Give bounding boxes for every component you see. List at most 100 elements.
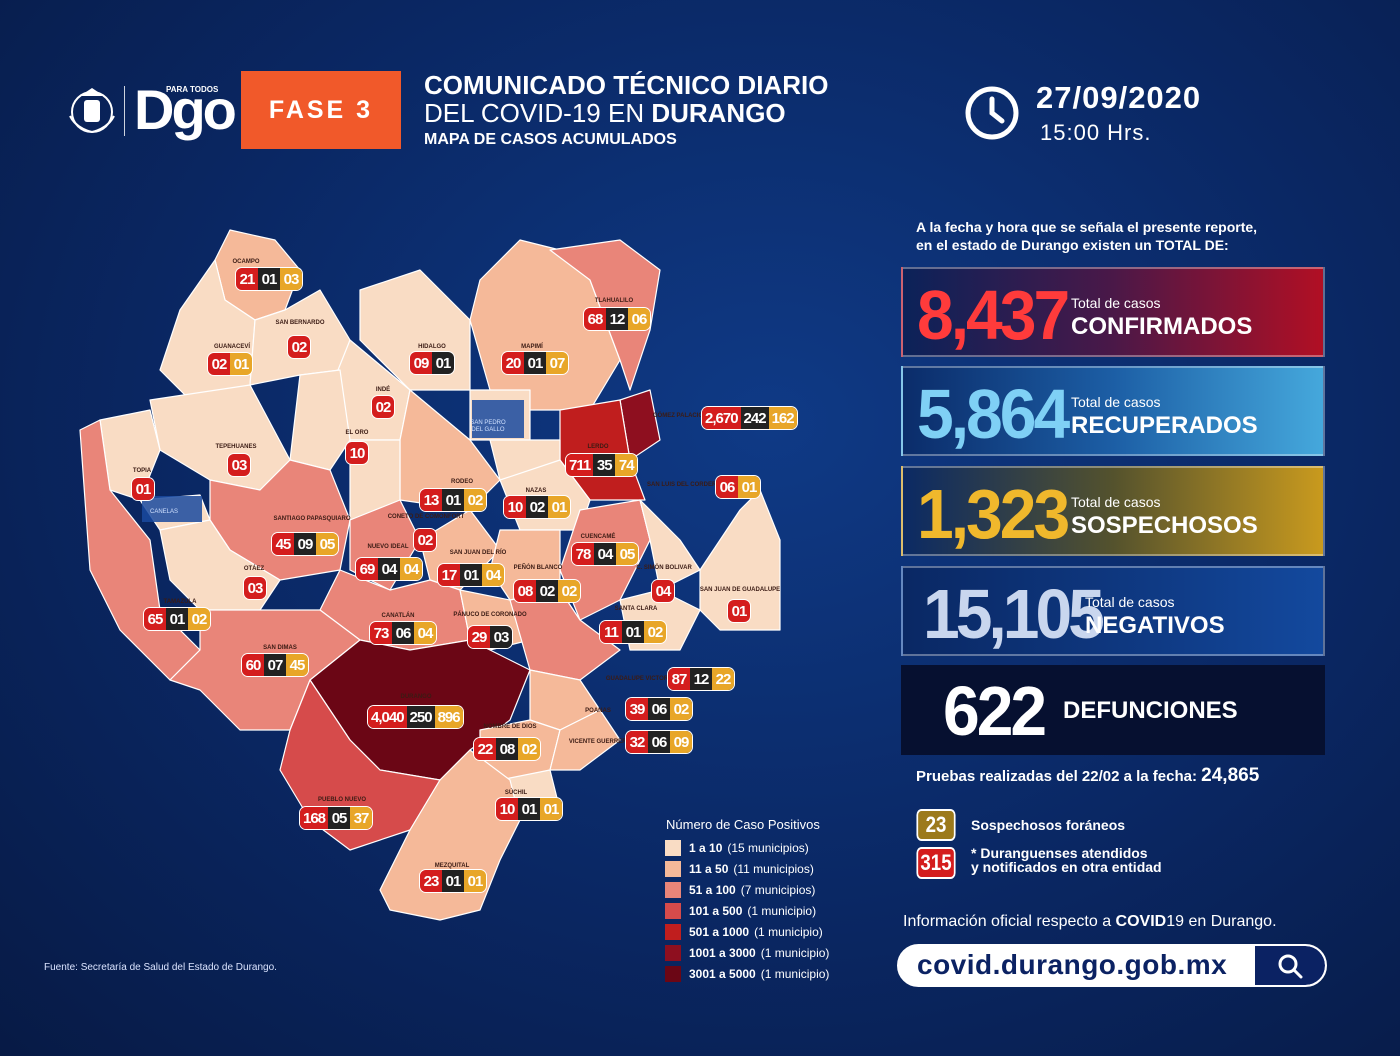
- municipality-name: SAN JUAN DE GUADALUPE: [699, 587, 781, 593]
- municipality-badges: 04: [652, 580, 674, 602]
- confirmed-badge: 39: [626, 698, 648, 720]
- municipality-badges: 22 08 02: [474, 738, 540, 760]
- confirmed-badge: 02: [288, 336, 310, 358]
- page-subtitle: MAPA DE CASOS ACUMULADOS: [424, 131, 677, 148]
- municipality-name: C. SIMÓN BOLIVAR: [636, 565, 692, 571]
- suspected-badge: 02: [644, 621, 666, 643]
- sospechosos-value: 1,323: [917, 475, 1070, 553]
- defunciones-label: DEFUNCIONES: [1063, 697, 1238, 724]
- confirmed-badge: 73: [370, 622, 392, 644]
- san-pedro-del-gallo-label: SAN PEDRO DEL GALLO: [470, 420, 506, 433]
- legend-swatch: [665, 924, 681, 940]
- map-legend-item: 1001 a 3000 (1 municipio): [665, 945, 829, 961]
- suspected-badge: 03: [280, 268, 302, 290]
- municipality-name: GÓMEZ PALACIO: [652, 413, 704, 419]
- recuperados-label-2: RECUPERADOS: [1071, 412, 1258, 439]
- report-time: 15:00 Hrs.: [1040, 120, 1152, 145]
- suspected-badge: 896: [434, 706, 463, 728]
- region-san-juan-guadalupe: [699, 489, 781, 631]
- foraneos-badge: 23: [916, 809, 956, 841]
- confirmed-badge: 10: [504, 496, 526, 518]
- municipality-badges: 65 01 02: [144, 608, 210, 630]
- covid-url[interactable]: covid.durango.gob.mx: [917, 949, 1228, 980]
- legend-range: 1 a 10: [689, 841, 723, 855]
- defunciones-box: 622 DEFUNCIONES: [901, 665, 1325, 755]
- region-tamazula: [79, 419, 201, 681]
- canelas-label: CANELAS: [150, 509, 179, 515]
- municipality-badges: 20 01 07: [502, 352, 568, 374]
- durango-seal-icon: [69, 88, 115, 134]
- dgo-logo-tagline: PARA TODOS: [166, 85, 219, 94]
- map-legend-item: 1 a 10 (15 municipios): [665, 840, 809, 856]
- municipality-badges: 02: [414, 529, 436, 551]
- covid-url-bar[interactable]: covid.durango.gob.mx: [897, 944, 1327, 987]
- confirmed-badge: 06: [716, 476, 738, 498]
- municipality-name: CONETO DE COMONFORT: [387, 514, 465, 520]
- confirmed-badge: 68: [584, 308, 606, 330]
- confirmed-badge: 10: [496, 798, 518, 820]
- map-legend-item: 101 a 500 (1 municipio): [665, 903, 816, 919]
- recovered-badge: 05: [328, 807, 351, 829]
- municipality-name: TOPIA: [132, 468, 152, 474]
- municipality-badges: 87 12 22: [668, 668, 734, 690]
- municipality-name: PEÑÓN BLANCO: [513, 565, 563, 571]
- confirmed-badge: 78: [572, 543, 594, 565]
- municipality-badges: 21 01 03: [236, 268, 302, 290]
- confirmed-badge: 10: [346, 442, 368, 464]
- confirmed-badge: 21: [236, 268, 258, 290]
- municipality-name: MAPIMÍ: [521, 344, 543, 350]
- confirmed-badge: 45: [272, 533, 294, 555]
- sospechosos-label-2: SOSPECHOSOS: [1071, 512, 1258, 539]
- otra-entidad-badge: 315: [916, 847, 956, 879]
- page-title: COMUNICADO TÉCNICO DIARIO: [424, 70, 829, 100]
- confirmed-badge: 03: [244, 577, 266, 599]
- municipality-name: VICENTE GUERRERO: [568, 739, 632, 745]
- confirmed-badge: 01: [728, 600, 750, 622]
- municipality-name: RODEO: [450, 479, 474, 485]
- suspected-badge: 09: [670, 731, 692, 753]
- region-vicente-guerrero: [549, 709, 621, 771]
- recovered-badge: 242: [740, 407, 769, 429]
- confirmed-badge: 2,670: [702, 407, 741, 429]
- recovered-badge: 01: [518, 798, 540, 820]
- recovered-badge: 12: [606, 308, 628, 330]
- confirmed-badge: 02: [414, 529, 436, 551]
- municipality-badges: 10 01 01: [496, 798, 562, 820]
- fase-badge: FASE 3: [241, 71, 401, 149]
- municipality-badges: 10 02 01: [504, 496, 570, 518]
- recovered-badge: 06: [648, 731, 670, 753]
- municipality-badges: 01: [132, 478, 154, 500]
- municipality-name: TEPEHUANES: [215, 444, 257, 450]
- confirmed-badge: 09: [410, 352, 432, 374]
- report-date: 27/09/2020: [1036, 80, 1202, 115]
- municipality-name: PUEBLO NUEVO: [317, 797, 367, 803]
- suspected-badge: 06: [628, 308, 650, 330]
- sospechosos-box: 1,323 Total de casos SOSPECHOSOS: [901, 466, 1325, 556]
- municipality-name: LERDO: [587, 444, 609, 450]
- negativos-label-2: NEGATIVOS: [1085, 612, 1225, 639]
- suspected-badge: 45: [286, 654, 308, 676]
- search-button[interactable]: [1255, 946, 1325, 985]
- confirmed-badge: 4,040: [368, 706, 407, 728]
- legend-swatch: [665, 840, 681, 856]
- municipality-name: MEZQUITAL: [434, 863, 470, 869]
- logo-divider: [124, 86, 125, 136]
- region-tepehuanes: [149, 384, 291, 491]
- suspected-badge: 01: [540, 798, 562, 820]
- legend-count: (1 municipio): [760, 946, 830, 960]
- confirmed-badge: 29: [468, 626, 490, 648]
- confirmed-badge: 32: [626, 731, 648, 753]
- dgo-logo: Dgo: [134, 78, 237, 141]
- confirmed-badge: 20: [502, 352, 524, 374]
- map-legend-item: 51 a 100 (7 municipios): [665, 882, 815, 898]
- recovered-badge: 35: [593, 454, 616, 476]
- legend-count: (15 municipios): [727, 841, 809, 855]
- municipality-name: GUANACEVÍ: [213, 344, 251, 350]
- municipality-badges: 23 01 01: [420, 870, 486, 892]
- municipality-badges: 168 05 37: [300, 807, 373, 829]
- municipality-badges: 60 07 45: [242, 654, 308, 676]
- confirmados-label-2: CONFIRMADOS: [1071, 313, 1253, 340]
- municipality-name: SÚCHIL: [504, 790, 528, 796]
- municipality-badges: 01: [728, 600, 750, 622]
- recovered-badge: 04: [594, 543, 616, 565]
